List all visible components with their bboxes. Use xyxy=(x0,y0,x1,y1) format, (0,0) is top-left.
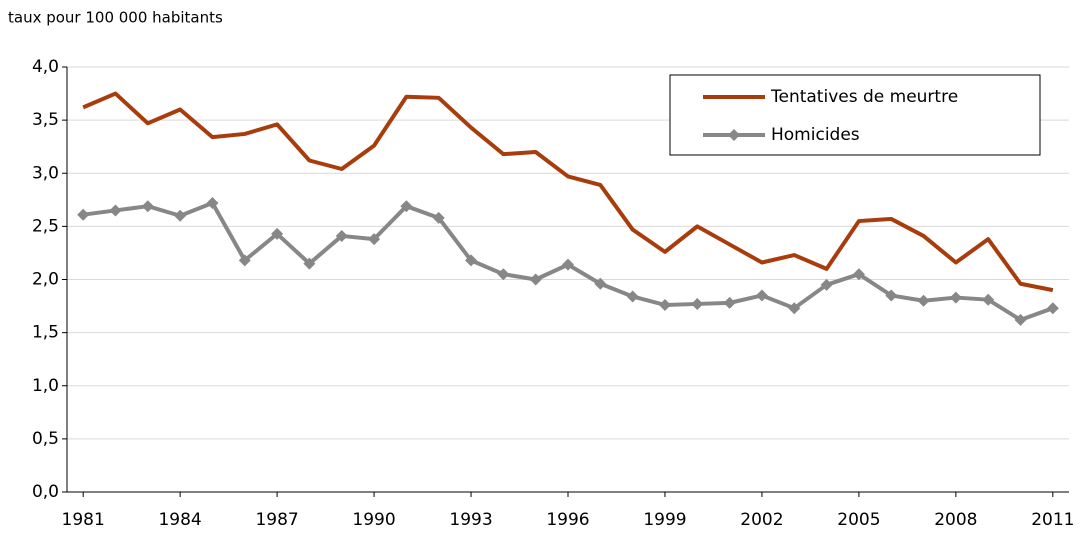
x-tick-label: 1993 xyxy=(449,510,492,530)
point-marker xyxy=(658,299,671,311)
point-marker xyxy=(626,290,639,303)
x-tick-label: 1987 xyxy=(255,510,298,530)
x-tick-label: 1999 xyxy=(643,510,686,530)
point-marker xyxy=(109,204,122,217)
point-marker xyxy=(238,254,251,267)
x-tick-label: 1990 xyxy=(352,510,395,530)
y-tick-label: 0,0 xyxy=(32,482,59,502)
point-marker xyxy=(400,200,413,213)
point-marker xyxy=(885,289,898,302)
point-marker xyxy=(368,233,381,246)
legend-label: Homicides xyxy=(771,125,860,145)
legend-marker xyxy=(728,129,740,141)
legend-label: Tentatives de meurtre xyxy=(770,87,958,107)
point-marker xyxy=(1046,302,1059,315)
point-marker xyxy=(594,277,607,290)
point-marker xyxy=(303,257,316,270)
point-marker xyxy=(206,197,219,209)
point-marker xyxy=(755,289,768,302)
y-tick-label: 4,0 xyxy=(32,57,59,77)
point-marker xyxy=(949,291,962,304)
point-marker xyxy=(465,254,478,267)
y-tick-label: 3,5 xyxy=(32,110,59,130)
point-marker xyxy=(723,296,736,309)
x-tick-label: 1981 xyxy=(62,510,105,530)
point-marker xyxy=(141,200,154,213)
point-marker xyxy=(852,268,865,281)
y-tick-label: 2,5 xyxy=(32,216,59,236)
point-marker xyxy=(174,209,187,222)
point-marker xyxy=(1014,313,1027,326)
point-marker xyxy=(788,302,801,315)
x-tick-label: 1984 xyxy=(158,510,201,530)
x-tick-label: 2002 xyxy=(740,510,783,530)
x-tick-label: 2005 xyxy=(837,510,880,530)
point-marker xyxy=(77,208,90,221)
point-marker xyxy=(271,227,284,240)
point-marker xyxy=(820,278,833,291)
x-tick-label: 1996 xyxy=(546,510,589,530)
y-tick-label: 2,0 xyxy=(32,270,59,290)
point-marker xyxy=(982,293,995,306)
x-tick-label: 2008 xyxy=(934,510,977,530)
y-tick-label: 1,0 xyxy=(32,376,59,396)
y-axis-label: taux pour 100 000 habitants xyxy=(8,9,223,27)
point-marker xyxy=(432,211,445,224)
point-marker xyxy=(529,273,542,286)
point-marker xyxy=(497,268,510,281)
series-line xyxy=(82,91,1054,293)
point-marker xyxy=(335,229,348,242)
y-tick-label: 3,0 xyxy=(32,163,59,183)
point-marker xyxy=(562,258,574,271)
legend-box xyxy=(669,74,1041,156)
y-tick-label: 0,5 xyxy=(32,429,59,449)
point-marker xyxy=(691,297,704,310)
x-tick-label: 2011 xyxy=(1031,510,1074,530)
y-tick-label: 1,5 xyxy=(32,323,59,343)
point-marker xyxy=(917,294,930,307)
